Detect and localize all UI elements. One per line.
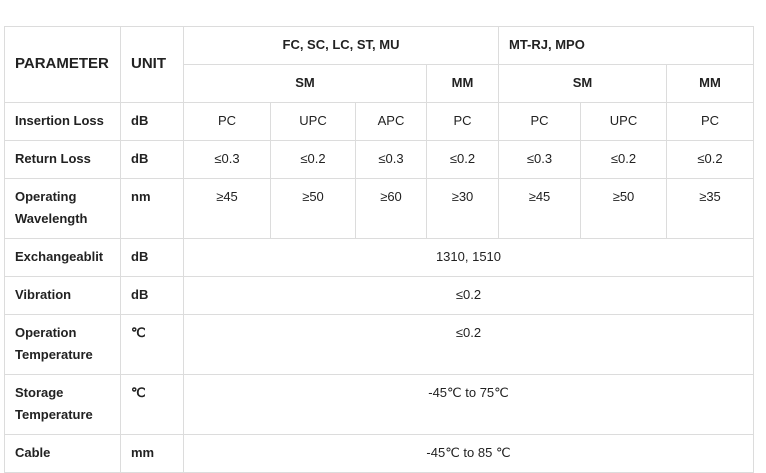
unit-cell: dB [120, 276, 184, 315]
value-cell: ≤0.3 [183, 140, 271, 179]
table-row: Operation Temperature ℃ ≤0.2 [4, 314, 754, 375]
table-row: Storage Temperature ℃ -45℃ to 75℃ [4, 374, 754, 435]
group-header: FC, SC, LC, ST, MU [183, 26, 499, 65]
table-row: Insertion Loss dB PC UPC APC PC PC UPC PC [4, 102, 754, 141]
value-cell: ≥45 [183, 178, 271, 239]
value-cell: PC [666, 102, 754, 141]
unit-cell: dB [120, 140, 184, 179]
header-cell: PARAMETER [4, 26, 121, 103]
value-cell: ≥60 [355, 178, 427, 239]
value-cell: ≥30 [426, 178, 499, 239]
value-cell: ≥35 [666, 178, 754, 239]
page: PARAMETER UNIT FC, SC, LC, ST, MU MT-RJ,… [4, 26, 754, 473]
value-cell: APC [355, 102, 427, 141]
value-cell: ≤0.3 [498, 140, 581, 179]
table-row: Vibration dB ≤0.2 [4, 276, 754, 315]
value-cell: ≤0.2 [426, 140, 499, 179]
value-cell: ≤0.3 [355, 140, 427, 179]
value-cell: UPC [270, 102, 356, 141]
table-row: Cable mm -45℃ to 85 ℃ [4, 434, 754, 473]
header-row: SM MM SM MM [5, 64, 754, 103]
value-cell: ≥50 [580, 178, 667, 239]
unit-cell: nm [120, 178, 184, 239]
parameter-cell: Return Loss [4, 140, 121, 179]
group-header: MT-RJ, MPO [498, 26, 754, 65]
value-cell: ≤0.2 [183, 276, 754, 315]
unit-cell: ℃ [120, 374, 184, 435]
parameter-cell: Exchangeablit [4, 238, 121, 277]
subgroup-header: SM [183, 64, 427, 103]
value-cell: UPC [580, 102, 667, 141]
value-cell: ≤0.2 [580, 140, 667, 179]
unit-cell: dB [120, 238, 184, 277]
value-cell: -45℃ to 85 ℃ [183, 434, 754, 473]
subgroup-header: SM [498, 64, 667, 103]
parameter-cell: Operation Temperature [4, 314, 121, 375]
unit-cell: mm [120, 434, 184, 473]
parameter-cell: Vibration [4, 276, 121, 315]
value-cell: ≤0.2 [666, 140, 754, 179]
value-cell: PC [498, 102, 581, 141]
parameter-cell: Insertion Loss [4, 102, 121, 141]
header-cell: UNIT [120, 26, 184, 103]
unit-cell: dB [120, 102, 184, 141]
spec-table: PARAMETER UNIT FC, SC, LC, ST, MU MT-RJ,… [4, 26, 754, 473]
parameter-cell: Cable [4, 434, 121, 473]
value-cell: -45℃ to 75℃ [183, 374, 754, 435]
unit-cell: ℃ [120, 314, 184, 375]
table-row: Exchangeablit dB 1310, 1510 [4, 238, 754, 277]
value-cell: ≤0.2 [270, 140, 356, 179]
value-cell: ≥45 [498, 178, 581, 239]
table-body: Insertion Loss dB PC UPC APC PC PC UPC PC Return … [4, 102, 754, 473]
value-cell: 1310, 1510 [183, 238, 754, 277]
table-row: Return Loss dB ≤0.3 ≤0.2 ≤0.3 ≤0.2 ≤0.3 ≤0.2 ≤0.… [4, 140, 754, 179]
parameter-cell: Storage Temperature [4, 374, 121, 435]
value-cell: PC [183, 102, 271, 141]
header-row: PARAMETER UNIT FC, SC, LC, ST, MU MT-RJ,… [4, 26, 754, 103]
table-header: PARAMETER UNIT FC, SC, LC, ST, MU MT-RJ,… [4, 26, 754, 103]
value-cell: PC [426, 102, 499, 141]
value-cell: ≤0.2 [183, 314, 754, 375]
table-row: Operating Wavelength nm ≥45 ≥50 ≥60 ≥30 ≥45 ≥50… [4, 178, 754, 239]
subgroup-header: MM [666, 64, 754, 103]
subgroup-header: MM [426, 64, 499, 103]
value-cell: ≥50 [270, 178, 356, 239]
parameter-cell: Operating Wavelength [4, 178, 121, 239]
